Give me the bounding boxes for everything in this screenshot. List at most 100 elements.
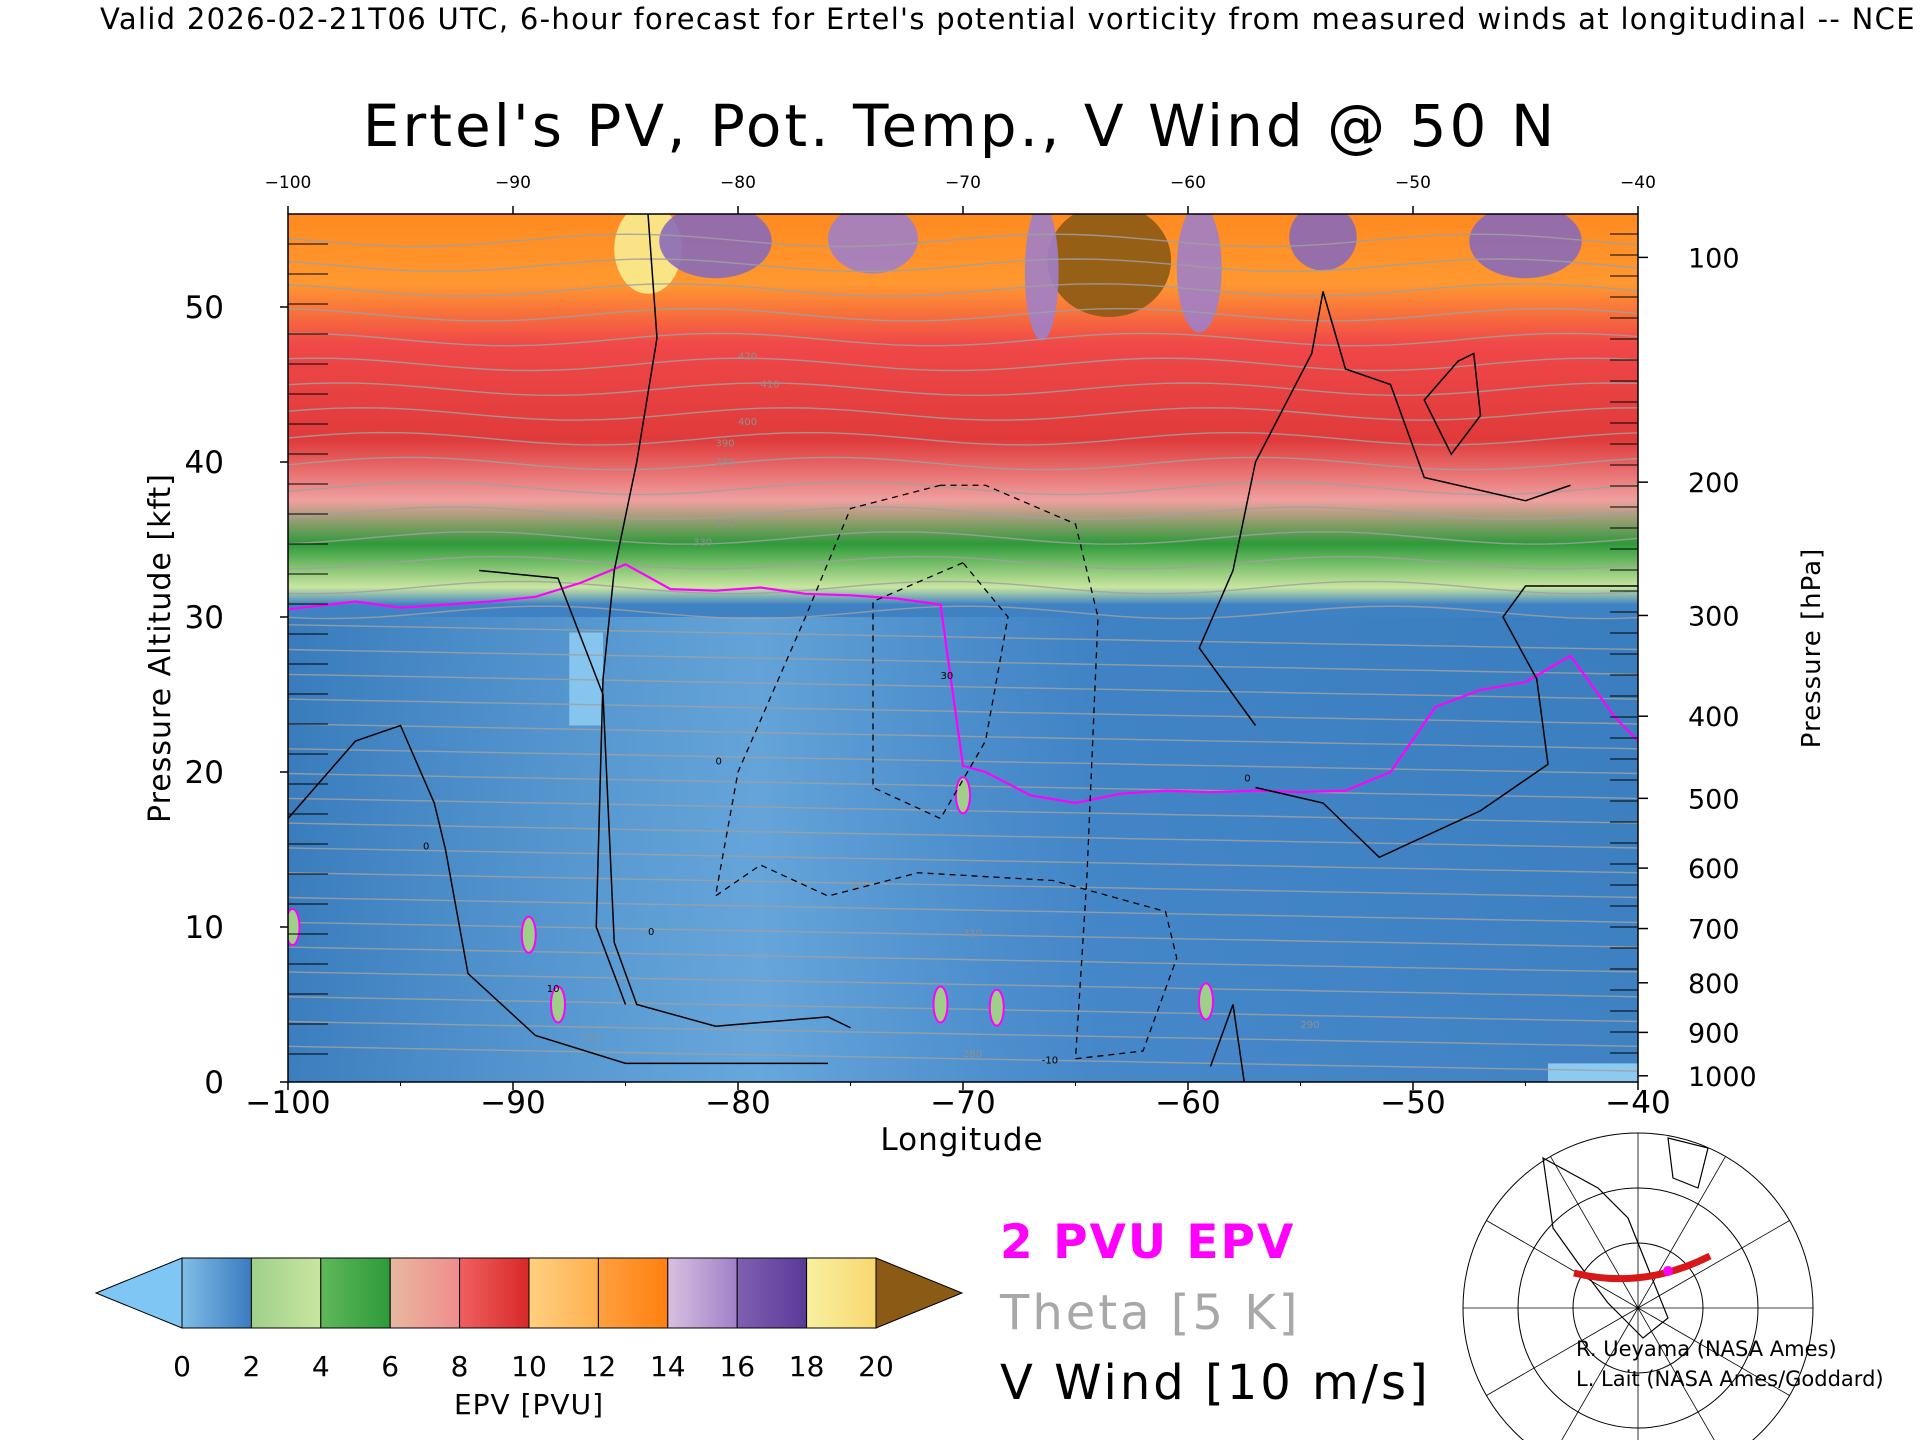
theta-contour-32 [288,258,1638,273]
theta-contour-24 [288,456,1638,471]
theta-label-290: 290 [1301,1020,1320,1031]
colorbar-band-6 [597,1257,669,1329]
pv2-tropopause-line [288,563,1638,805]
theta-contour-29 [288,332,1638,347]
top-x-tick-label-1: −90 [495,173,531,193]
inset-cross-section-path [1573,1252,1712,1283]
theta-contour-9 [288,822,1638,849]
stratospheric-pv-feature-2 [828,214,918,274]
theta-contour-16 [288,648,1638,676]
theta-contour-28 [288,357,1638,372]
pv2-isolated-blob-4 [932,985,949,1024]
colorbar-tick-label-8: 16 [719,1350,755,1383]
colorbar-under-arrow [94,1257,183,1329]
legend-2pvu-epv: 2 PVU EPV [1000,1215,1296,1270]
inset-locator-map [1462,1132,1814,1440]
pv2-isolated-blob-0 [550,985,566,1024]
v-wind-label-4: 0 [1244,773,1250,784]
x-tick-label-2: −80 [705,1085,770,1121]
x-tick-label-6: −40 [1605,1085,1670,1121]
x-tick-label-1: −90 [480,1085,545,1121]
inset-meridian [1637,1307,1715,1440]
colorbar-tick-label-1: 2 [242,1350,260,1383]
v-wind-label-0: 0 [423,842,429,853]
y-tick-label-3: 30 [185,600,224,636]
axes: −100 −100 −90 −90 −80 −80 −70 −70 −60 −60 −50 −50 −4… [143,173,1827,1158]
x-tick-label-5: −50 [1380,1085,1445,1121]
y-tick-label-5: 50 [185,290,224,326]
theta-contour-17 [288,624,1638,651]
pv2-isolated-blob-5 [988,988,1005,1027]
y-tick-label-2: 20 [185,755,224,791]
chart-title: Ertel's PV, Pot. Temp., V Wind @ 50 N [362,92,1558,160]
inset-meridian [1637,1156,1726,1309]
y-tick-label-0: 0 [204,1065,224,1101]
colorbar-band-9 [806,1257,877,1329]
theta-contour-20 [288,555,1638,570]
credit-line-2: L. Lait (NASA Ames/Goddard) [1576,1367,1884,1391]
stratospheric-pv-feature-7 [1469,214,1582,279]
valid-time-header: Valid 2026-02-21T06 UTC, 6-hour forecast… [100,2,1916,36]
inset-coastline-greenland [1667,1137,1709,1189]
v-wind-contour-4 [1255,585,1638,859]
epv-colorbar: 0 2 4 6 8 10 12 14 16 18 20 EPV [PVU] [94,1257,964,1421]
theta-contour-13 [288,723,1638,750]
x-axis-label: Longitude [880,1122,1043,1158]
v-wind-label-5: -10 [1042,1055,1058,1066]
theta-contour-21 [288,531,1638,545]
theta-label-380: 380 [716,457,735,468]
colorbar-tick-label-5: 10 [511,1350,547,1383]
y-axis-label-right: Pressure [hPa] [1797,548,1827,749]
credit-line-1: R. Ueyama (NASA Ames) [1576,1337,1837,1361]
stratospheric-pv-feature-1 [659,214,772,279]
top-x-tick-label-4: −60 [1170,173,1206,193]
theta-contour-4 [288,946,1638,973]
theta-label-310: 310 [963,928,982,939]
colorbar-over-arrow [875,1257,964,1329]
colorbar-band-7 [667,1257,738,1329]
theta-label-330: 330 [693,538,712,549]
theta-label-320: 320 [851,880,870,891]
colorbar-tick-label-6: 12 [581,1350,617,1383]
pv2-isolated-blob-3 [1198,982,1214,1021]
theta-label-420: 420 [738,352,757,363]
v-wind-contour-2 [595,214,658,1005]
colorbar-tick-label-0: 0 [173,1350,191,1383]
theta-contour-1 [288,1020,1638,1047]
theta-contour-8 [288,847,1638,874]
colorbar-tick-label-4: 8 [451,1350,469,1383]
stratospheric-pv-feature-3 [1047,214,1172,317]
theta-contour-26 [288,407,1638,421]
pv2-isolated-blob-2 [955,776,971,815]
y-axis-label-left: Pressure Altitude [kft] [143,473,178,823]
v-wind-label-1: 10 [547,984,560,995]
x-tick-label-3: −70 [930,1085,995,1121]
theta-contour-5 [288,921,1638,948]
colorbar-band-4 [459,1257,530,1329]
y-tick-label-1: 10 [185,910,224,946]
theta-contour-14 [288,698,1638,725]
v-wind-contour-1 [479,569,851,1029]
colorbar-tick-label-3: 6 [381,1350,399,1383]
v-wind-negative-contour-1 [872,561,1009,820]
inset-meridian [1550,1156,1639,1309]
v-wind-contour-6 [1209,1004,1245,1082]
v-wind-label-3: 30 [941,671,954,682]
theta-contour-19 [288,580,1638,595]
inset-meridian [1561,1307,1639,1440]
colorbar-band-1 [250,1257,322,1329]
colorbar-tick-label-2: 4 [312,1350,330,1383]
top-x-tick-label-3: −70 [945,173,981,193]
theta-contour-6 [288,896,1638,924]
pressure-tick-label-0: 100 [1688,243,1740,274]
top-x-tick-label-2: −80 [720,173,756,193]
legend-theta: Theta [5 K] [1000,1285,1301,1341]
pressure-tick-label-7: 800 [1688,969,1740,1000]
stratospheric-pv-feature-4 [1024,214,1059,341]
theta-contour-15 [288,673,1638,700]
pressure-tick-label-2: 300 [1688,601,1740,632]
inset-coastline-north-america [1542,1156,1669,1339]
theta-contour-0 [288,1045,1638,1072]
